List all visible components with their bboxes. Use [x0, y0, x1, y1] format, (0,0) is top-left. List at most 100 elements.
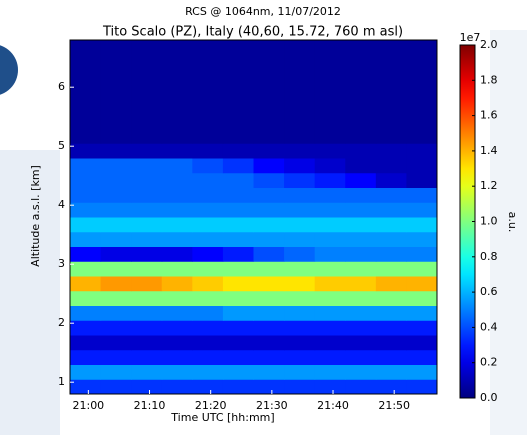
heatmap-cell	[131, 261, 163, 277]
heatmap-cell	[161, 246, 193, 262]
x-tick-label: 21:50	[378, 399, 410, 412]
heatmap-cell	[406, 290, 438, 306]
heatmap-cell	[70, 261, 102, 277]
y-tick-label: 1	[58, 375, 65, 388]
y-tick-label: 4	[58, 198, 65, 211]
heatmap-cell	[161, 40, 193, 56]
heatmap-cell	[131, 379, 163, 395]
heatmap-cell	[253, 290, 285, 306]
heatmap-cell	[131, 320, 163, 336]
heatmap-cell	[192, 305, 224, 321]
heatmap-cell	[253, 231, 285, 247]
heatmap-cell	[70, 128, 102, 144]
colorbar-tick-label: 0.0	[480, 391, 498, 404]
heatmap-cell	[70, 54, 102, 70]
heatmap-cell	[375, 261, 407, 277]
heatmap-cell	[131, 113, 163, 129]
heatmap-cell	[253, 261, 285, 277]
heatmap-cell	[406, 158, 438, 174]
heatmap-cell	[284, 69, 316, 85]
heatmap-cell	[131, 364, 163, 380]
heatmap-cell	[100, 172, 132, 188]
heatmap-cell	[222, 217, 254, 233]
heatmap-cell	[375, 158, 407, 174]
heatmap-cell	[70, 364, 102, 380]
heatmap-cell	[284, 261, 316, 277]
heatmap-cell	[192, 187, 224, 203]
heatmap-cell	[222, 231, 254, 247]
heatmap-cell	[253, 84, 285, 100]
heatmap-cell	[161, 261, 193, 277]
heatmap-cell	[314, 54, 346, 70]
heatmap-cell	[345, 305, 377, 321]
heatmap-cell	[284, 379, 316, 395]
heatmap-cell	[314, 187, 346, 203]
heatmap-cell	[161, 187, 193, 203]
heatmap-cell	[345, 364, 377, 380]
heatmap-cell	[314, 202, 346, 218]
heatmap-cell	[70, 158, 102, 174]
y-tick-label: 2	[58, 316, 65, 329]
heatmap-cell	[314, 143, 346, 159]
colorbar-tick-label: 1.8	[480, 73, 498, 86]
heatmap-cell	[375, 217, 407, 233]
heatmap-cell	[253, 113, 285, 129]
heatmap-cell	[375, 246, 407, 262]
heatmap-cell	[314, 69, 346, 85]
heatmap-cell	[253, 364, 285, 380]
heatmap-cell	[222, 335, 254, 351]
heatmap-cell	[100, 84, 132, 100]
heatmap-cell	[161, 276, 193, 292]
heatmap-cell	[284, 305, 316, 321]
heatmap-cell	[253, 172, 285, 188]
heatmap-cell	[284, 349, 316, 365]
heatmap-cell	[192, 158, 224, 174]
heatmap-cell	[253, 202, 285, 218]
heatmap-cell	[192, 128, 224, 144]
heatmap-cell	[253, 276, 285, 292]
heatmap-cell	[222, 69, 254, 85]
heatmap-cell	[161, 158, 193, 174]
heatmap-cell	[161, 305, 193, 321]
heatmap-cell	[406, 99, 438, 115]
heatmap-cell	[345, 231, 377, 247]
heatmap-cell	[284, 246, 316, 262]
heatmap-cell	[222, 379, 254, 395]
heatmap-cell	[100, 99, 132, 115]
heatmap-cell	[406, 305, 438, 321]
heatmap-cell	[70, 143, 102, 159]
heatmap-cell	[253, 143, 285, 159]
heatmap-cell	[406, 320, 438, 336]
heatmap-cell	[192, 335, 224, 351]
heatmap-cell	[70, 379, 102, 395]
heatmap-cell	[284, 231, 316, 247]
background-panel	[0, 150, 60, 435]
heatmap-cell	[192, 202, 224, 218]
y-axis-label: Altitude a.s.l. [km]	[29, 165, 42, 267]
heatmap-cell	[253, 69, 285, 85]
heatmap-cell	[192, 99, 224, 115]
heatmap-cell	[100, 349, 132, 365]
y-tick-label: 5	[58, 139, 65, 152]
heatmap-cell	[375, 69, 407, 85]
heatmap-cell	[70, 69, 102, 85]
heatmap-cell	[161, 217, 193, 233]
heatmap-cell	[406, 113, 438, 129]
heatmap-cell	[284, 84, 316, 100]
heatmap-cell	[222, 54, 254, 70]
heatmap-cell	[131, 305, 163, 321]
heatmap-cell	[222, 99, 254, 115]
heatmap-cell	[100, 54, 132, 70]
heatmap-cell	[345, 158, 377, 174]
colorbar-tick-label: 1.4	[480, 144, 498, 157]
heatmap-cell	[345, 290, 377, 306]
heatmap-cell	[284, 143, 316, 159]
heatmap-cell	[406, 54, 438, 70]
heatmap-cell	[314, 320, 346, 336]
heatmap-cell	[70, 40, 102, 56]
heatmap-cell	[222, 290, 254, 306]
heatmap-cell	[100, 335, 132, 351]
heatmap-cell	[284, 40, 316, 56]
heatmap-cell	[375, 84, 407, 100]
